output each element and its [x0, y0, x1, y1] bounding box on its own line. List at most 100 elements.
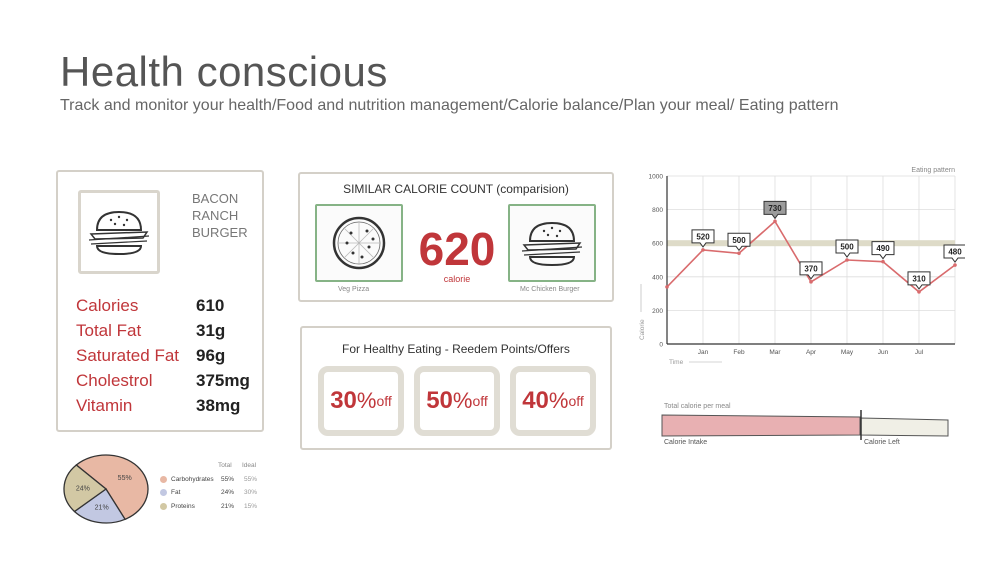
data-point[interactable]	[773, 219, 777, 224]
calorie-unit: calorie	[443, 274, 471, 284]
nutrient-label: Calories	[76, 296, 139, 315]
data-callout: 480	[943, 244, 965, 263]
y-tick-label: 800	[652, 207, 663, 214]
x-tick-label: Apr	[806, 349, 817, 356]
offer-suffix: off	[472, 393, 488, 409]
food-name: BACON RANCH BURGER	[192, 190, 262, 241]
food-name-line: RANCH	[192, 208, 239, 223]
pie-slice-label: 21%	[95, 504, 109, 511]
data-label: 480	[948, 248, 962, 257]
data-point[interactable]	[737, 251, 741, 256]
data-point[interactable]	[809, 280, 813, 284]
y-tick-label: 200	[652, 308, 663, 315]
offer-50-off[interactable]: 50% off	[414, 366, 500, 436]
data-callout-box	[763, 200, 787, 220]
offer-suffix: off	[376, 393, 392, 409]
data-callout-box	[727, 232, 751, 252]
data-callout-box	[871, 241, 895, 260]
offers-title: For Healthy Eating - Reedem Points/Offer…	[342, 342, 570, 356]
veg-pizza-option[interactable]	[315, 204, 403, 282]
data-callout: 500	[727, 232, 751, 252]
legend-total: 24%	[221, 489, 235, 496]
nutrient-value: 38mg	[196, 396, 241, 415]
chart-title: Eating pattern	[911, 167, 955, 174]
data-callout-box	[799, 261, 823, 280]
legend-label: Carbohydrates	[171, 476, 214, 483]
page-title: Health conscious	[60, 48, 388, 95]
food-name-line: BACON	[192, 191, 239, 206]
y-tick-label: 600	[652, 241, 663, 248]
calorie-intake-segment	[661, 414, 861, 437]
eating-pattern-chart: Eating pattern 0 200 400 600 800 1000 Jan Feb Mar…	[639, 167, 965, 366]
nutrient-value: 375mg	[196, 371, 250, 390]
x-tick-label: Feb	[733, 349, 745, 356]
offer-percent-sign: %	[356, 388, 377, 413]
data-label: 520	[696, 232, 710, 241]
calorie-left-segment	[859, 417, 949, 437]
burger-thumbnail[interactable]	[78, 190, 160, 274]
y-tick-label: 1000	[649, 174, 664, 181]
x-axis-label: Time	[669, 359, 684, 366]
meal-bar-title: Total calorie per meal	[664, 403, 731, 410]
offer-percent: 30	[330, 387, 357, 414]
similar-calorie-title: SIMILAR CALORIE COUNT (comparision)	[343, 182, 569, 196]
data-label: 500	[732, 236, 746, 245]
legend-label: Proteins	[171, 503, 195, 510]
pie-slice-fat	[73, 488, 127, 524]
nutrient-label: Total Fat	[76, 321, 142, 340]
legend-label: Fat	[171, 489, 181, 496]
legend-ideal: 55%	[244, 476, 258, 483]
x-tick-label: Jul	[915, 349, 924, 356]
pie-slice-label: 55%	[118, 475, 132, 482]
calorie-intake-label: Calorie Intake	[664, 439, 708, 446]
calorie-left-label: Calorie Left	[864, 439, 900, 446]
x-tick-label: May	[841, 349, 854, 356]
legend-dot	[160, 476, 167, 483]
pie-slice-proteins	[63, 464, 108, 513]
offer-percent: 50	[426, 387, 453, 414]
data-point[interactable]	[917, 290, 921, 294]
data-callout: 730	[763, 200, 787, 220]
offer-30-off[interactable]: 30% off	[318, 366, 404, 436]
offer-40-off[interactable]: 40% off	[510, 366, 596, 436]
offer-suffix: off	[568, 393, 584, 409]
legend-ideal: 30%	[244, 489, 258, 496]
data-point[interactable]	[701, 248, 705, 252]
food-detail-card[interactable]: BACON RANCH BURGER Calories 610 Total Fa…	[56, 170, 264, 432]
mc-chicken-burger-caption: Mc Chicken Burger	[520, 286, 580, 293]
data-label: 490	[876, 244, 890, 253]
legend-dot	[160, 503, 167, 510]
mc-chicken-burger-option[interactable]	[508, 204, 596, 282]
data-callout-box	[835, 239, 859, 258]
nutrition-pie-chart: 55% 21% 24%	[63, 454, 149, 524]
data-point[interactable]	[881, 259, 885, 264]
offers-card: For Healthy Eating - Reedem Points/Offer…	[300, 326, 612, 450]
calorie-value: 620	[418, 223, 496, 275]
food-name-line: BURGER	[192, 225, 248, 240]
data-callout: 520	[691, 229, 715, 248]
y-tick-label: 0	[659, 342, 663, 349]
legend-header-ideal: Ideal	[242, 462, 257, 469]
page-subtitle: Track and monitor your health/Food and n…	[60, 97, 839, 114]
legend-dot	[160, 489, 167, 496]
data-callout: 310	[907, 271, 931, 290]
nutrient-value: 96g	[196, 346, 226, 365]
data-callout: 490	[871, 241, 895, 260]
burger-icon	[521, 221, 583, 267]
pie-slice-label: 24%	[76, 485, 90, 492]
veg-pizza-caption: Veg Pizza	[338, 286, 370, 293]
data-callout: 500	[835, 239, 859, 258]
x-tick-label: Mar	[769, 349, 781, 356]
similar-calorie-card: SIMILAR CALORIE COUNT (comparision) Veg …	[298, 172, 614, 302]
nutrient-label: Vitamin	[76, 396, 133, 415]
y-tick-label: 400	[652, 274, 663, 281]
data-point[interactable]	[845, 258, 849, 262]
data-callout-box	[943, 244, 965, 263]
reference-band	[667, 240, 955, 247]
data-label: 370	[804, 264, 818, 273]
nutrient-label: Cholestrol	[76, 371, 153, 390]
data-point[interactable]	[953, 263, 957, 267]
data-point[interactable]	[665, 285, 669, 289]
pizza-icon	[332, 216, 386, 270]
offer-percent: 40	[522, 387, 549, 414]
